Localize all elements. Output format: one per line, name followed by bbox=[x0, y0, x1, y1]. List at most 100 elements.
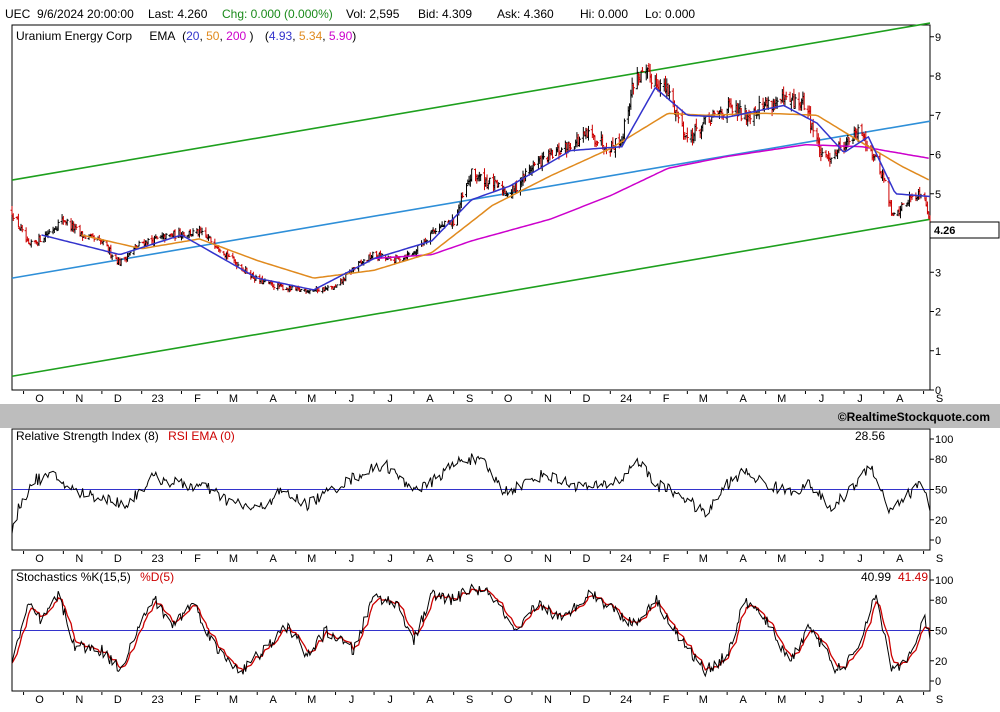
price-bar bbox=[883, 179, 887, 182]
stoch-k-value: 40.99 bbox=[861, 570, 891, 584]
price-bar bbox=[569, 143, 573, 151]
price-y-tick-label: 8 bbox=[935, 71, 941, 83]
price-bar bbox=[586, 125, 590, 141]
price-bar bbox=[694, 118, 698, 132]
rsi-panel: 0 20 50 80 100 O N D 23 F M A M J J A S O N D 24 F M A M J J A S bbox=[11, 434, 953, 565]
price-bar bbox=[856, 124, 860, 143]
price-bar bbox=[65, 218, 69, 226]
stoch-x-tick-label: F bbox=[663, 694, 670, 706]
price-bar bbox=[608, 148, 612, 157]
stoch-x-tick-label: J bbox=[387, 694, 393, 706]
stoch-x-tick-label: A bbox=[739, 694, 747, 706]
stoch-x-tick-label: 24 bbox=[620, 694, 632, 706]
price-bar bbox=[74, 224, 78, 230]
price-bar bbox=[766, 96, 770, 110]
price-bar bbox=[488, 177, 492, 185]
price-bar bbox=[218, 248, 222, 254]
rsi-x-tick-label: A bbox=[739, 553, 747, 565]
price-x-tick-label: M bbox=[229, 393, 238, 405]
stoch-panel-title: Stochastics %K(15,5) %D(5) bbox=[16, 570, 174, 584]
price-bar bbox=[164, 233, 168, 240]
watermark-band bbox=[0, 404, 1000, 428]
price-bar bbox=[497, 182, 501, 188]
price-bar bbox=[429, 232, 433, 245]
rsi-x-tick-label: D bbox=[583, 553, 591, 565]
price-bar bbox=[563, 140, 567, 154]
stoch-x-tick-label: A bbox=[426, 694, 434, 706]
price-bar bbox=[173, 229, 177, 241]
stoch-x-tick-label: A bbox=[896, 694, 904, 706]
price-bar bbox=[191, 228, 195, 237]
stoch-x-tick-label: S bbox=[466, 694, 473, 706]
rsi-x-tick-label: M bbox=[699, 553, 708, 565]
price-y-tick-label: 9 bbox=[935, 32, 941, 44]
stoch-x-tick-label: J bbox=[349, 694, 355, 706]
price-bar bbox=[281, 284, 285, 291]
stoch-x-tick-label: D bbox=[114, 694, 122, 706]
price-bar bbox=[685, 127, 689, 143]
rsi-x-tick-label: J bbox=[387, 553, 393, 565]
quote-ask: Ask: 4.360 bbox=[497, 7, 554, 21]
stoch-d-value: 41.49 bbox=[898, 570, 928, 584]
price-x-tick-label: 24 bbox=[620, 393, 632, 405]
rsi-y-tick-label: 100 bbox=[935, 434, 953, 446]
price-panel-frame bbox=[11, 24, 931, 391]
price-bar bbox=[738, 100, 742, 115]
price-bar bbox=[29, 239, 33, 248]
price-x-tick-label: D bbox=[114, 393, 122, 405]
price-bar bbox=[11, 213, 15, 222]
price-bar bbox=[326, 285, 330, 291]
rsi-x-tick-label: O bbox=[504, 553, 513, 565]
rsi-line bbox=[11, 453, 931, 534]
price-x-tick-label: N bbox=[544, 393, 552, 405]
stoch-x-tick-label: O bbox=[504, 694, 513, 706]
price-x-tick-label: A bbox=[426, 393, 434, 405]
price-bar bbox=[47, 229, 51, 234]
price-x-tick-label: D bbox=[583, 393, 591, 405]
rsi-x-tick-label: A bbox=[270, 553, 278, 565]
rsi-x-tick-label: N bbox=[75, 553, 83, 565]
price-bar bbox=[434, 228, 438, 235]
price-x-tick-label: S bbox=[466, 393, 473, 405]
stoch-x-tick-label: S bbox=[936, 694, 943, 706]
quote-symbol: UEC bbox=[5, 7, 31, 21]
price-x-tick-label: J bbox=[349, 393, 355, 405]
price-bar bbox=[209, 237, 213, 243]
rsi-x-tick-label: F bbox=[194, 553, 201, 565]
rsi-x-tick-label: J bbox=[819, 553, 825, 565]
price-bar bbox=[784, 91, 788, 100]
stoch-x-tick-label: O bbox=[35, 694, 44, 706]
price-bar bbox=[56, 219, 60, 231]
price-x-tick-label: A bbox=[739, 393, 747, 405]
price-bar bbox=[465, 183, 469, 198]
price-bar bbox=[577, 136, 581, 147]
rsi-panel-title: Relative Strength Index (8) RSI EMA (0) bbox=[16, 429, 235, 443]
stoch-x-tick-label: N bbox=[544, 694, 552, 706]
rsi-x-tick-label: M bbox=[777, 553, 786, 565]
rsi-x-tick-label: O bbox=[35, 553, 44, 565]
quote-lo: Lo: 0.000 bbox=[645, 7, 695, 21]
ema50-line bbox=[81, 112, 930, 279]
price-x-tick-label: S bbox=[936, 393, 943, 405]
stoch-x-tick-label: J bbox=[819, 694, 825, 706]
stoch-x-tick-label: M bbox=[307, 694, 316, 706]
price-bar bbox=[667, 84, 671, 101]
price-bar bbox=[272, 283, 276, 291]
price-bar bbox=[461, 192, 465, 199]
quote-chg: Chg: 0.000 (0.000%) bbox=[222, 7, 333, 21]
price-bar bbox=[649, 73, 653, 89]
watermark: ©RealtimeStockquote.com bbox=[838, 410, 990, 424]
last-price-box bbox=[929, 221, 1000, 239]
price-bar bbox=[110, 254, 114, 261]
price-bar bbox=[119, 258, 123, 267]
stoch-x-tick-label: J bbox=[857, 694, 863, 706]
rsi-x-tick-label: A bbox=[896, 553, 904, 565]
price-bar bbox=[613, 138, 617, 158]
price-y-tick-label: 5 bbox=[935, 189, 941, 201]
price-bar bbox=[299, 288, 303, 292]
rsi-ema-label: RSI EMA (0) bbox=[168, 429, 235, 443]
ema-value-50: 5.34 bbox=[299, 29, 323, 43]
price-bar bbox=[631, 83, 635, 95]
rsi-x-tick-label: F bbox=[663, 553, 670, 565]
price-bar bbox=[371, 251, 375, 260]
